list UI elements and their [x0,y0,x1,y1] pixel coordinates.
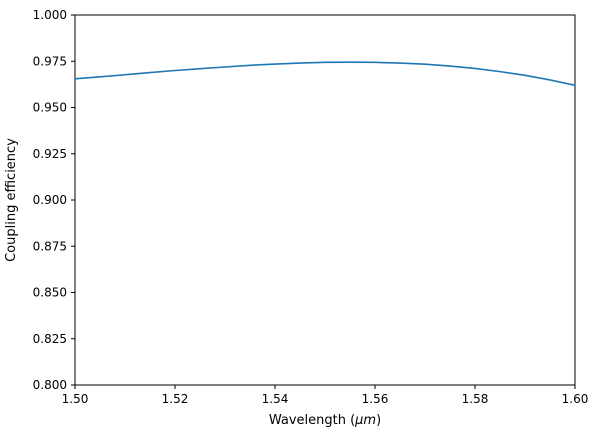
series-line [74,61,576,87]
y-tick-label: 0.950 [33,101,67,115]
x-tick-label: 1.52 [162,392,189,406]
x-tick-label: 1.58 [462,392,489,406]
y-tick-label: 1.000 [33,8,67,22]
y-tick-label: 0.875 [33,239,67,253]
x-axis-label: Wavelength (μm) [269,413,381,428]
x-tick-label: 1.60 [562,392,589,406]
y-tick-label: 0.850 [33,286,67,300]
y-axis-label: Coupling efficiency [4,138,19,262]
x-tick-label: 1.56 [362,392,389,406]
x-tick-label: 1.50 [62,392,89,406]
y-tick-label: 0.800 [33,378,67,392]
y-tick-label: 0.900 [33,193,67,207]
y-tick-label: 0.975 [33,54,67,68]
y-tick-label: 0.925 [33,147,67,161]
plot-area [74,14,576,386]
y-tick-label: 0.825 [33,332,67,346]
x-tick-label: 1.54 [262,392,289,406]
